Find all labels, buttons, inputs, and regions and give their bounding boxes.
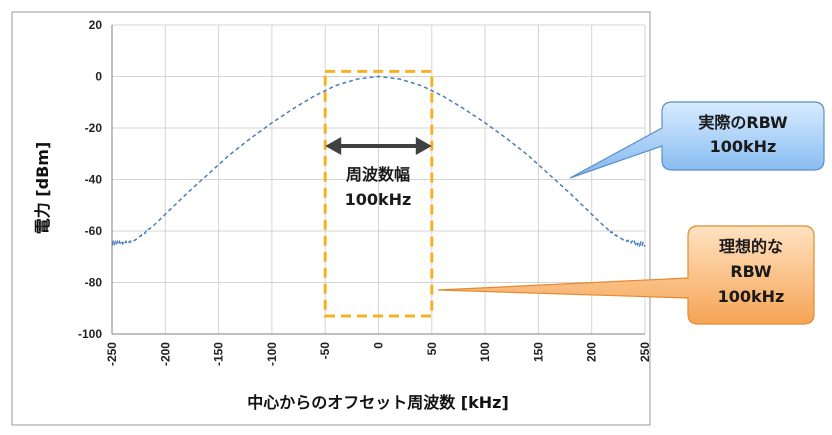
- x-tick-label: 250: [638, 342, 652, 362]
- y-tick-label: 20: [89, 18, 103, 32]
- bandwidth-label-line1: 周波数幅: [346, 165, 410, 184]
- actual-rbw-callout-line2: 100kHz: [710, 137, 777, 156]
- ideal-rbw-box: [323, 69, 434, 318]
- ideal-rbw-callout-line3: 100kHz: [718, 287, 785, 306]
- bandwidth-arrow-right-head: [415, 137, 432, 155]
- x-tick-label: 200: [585, 342, 599, 362]
- y-tick-label: -80: [85, 276, 103, 290]
- x-tick-label: 50: [425, 342, 439, 356]
- x-tick-label: 150: [531, 342, 545, 362]
- bandwidth-arrow-left-head: [325, 137, 342, 155]
- actual-rbw-callout-bubble: [569, 101, 825, 179]
- y-tick-label: -40: [85, 173, 103, 187]
- y-tick-label: -100: [78, 327, 102, 341]
- chart-frame: [11, 11, 651, 426]
- y-tick-label: -60: [85, 224, 103, 238]
- series-line: [111, 75, 646, 249]
- x-tick-label: -50: [318, 342, 332, 360]
- axes: [111, 25, 645, 335]
- y-tick-label: 0: [95, 70, 102, 84]
- x-axis-title: 中心からのオフセット周波数 [kHz]: [247, 393, 509, 412]
- actual-rbw-callout-line1: 実際のRBW: [698, 113, 788, 132]
- x-tick-label: -150: [212, 342, 226, 366]
- actual-rbw-callout: 実際のRBW 100kHz: [569, 101, 825, 179]
- x-tick-label: -250: [105, 342, 119, 366]
- series-layer: [111, 75, 646, 249]
- x-tick-label: 100: [478, 342, 492, 362]
- bandwidth-label-line2: 100kHz: [345, 190, 412, 209]
- ideal-rbw-callout: 理想的な RBW 100kHz: [437, 225, 815, 325]
- x-tick-label: 0: [372, 342, 386, 349]
- y-tick-label: -20: [85, 121, 103, 135]
- annotations: [323, 69, 434, 318]
- y-axis-title: 電力 [dBm]: [33, 142, 52, 235]
- tick-labels: 200-20-40-60-80-100-250 -200 -150 -100 -50 0 5…: [78, 18, 652, 366]
- ideal-rbw-callout-bubble: [437, 225, 815, 325]
- ideal-rbw-callout-line1: 理想的な: [719, 237, 783, 256]
- x-tick-label: -200: [158, 342, 172, 366]
- ideal-rbw-callout-line2: RBW: [730, 262, 772, 281]
- x-tick-label: -100: [265, 342, 279, 366]
